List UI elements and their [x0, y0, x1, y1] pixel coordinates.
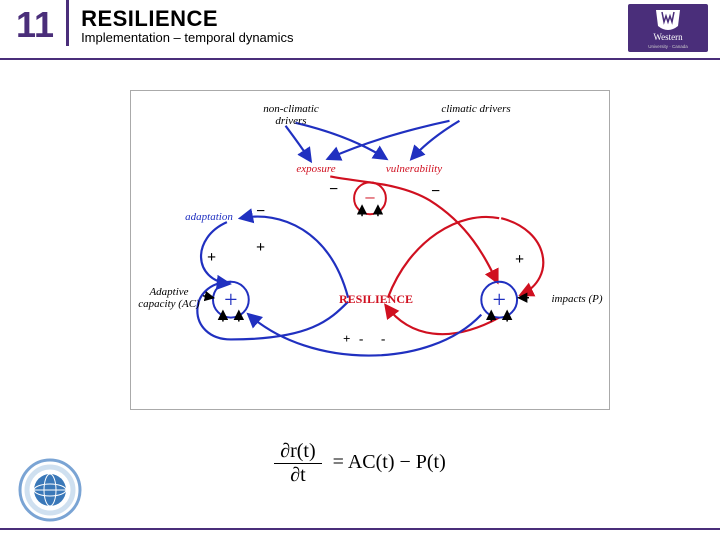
logo-text: Western [653, 32, 683, 42]
sign: - [359, 331, 363, 347]
label-impacts: impacts (P) [537, 293, 617, 305]
logo-subtext: University · Canada [648, 44, 688, 49]
header-underline [0, 58, 720, 60]
sign: + [343, 331, 350, 347]
svg-text:+: + [224, 288, 237, 314]
equation: ∂r(t) ∂t = AC(t) − P(t) [0, 440, 720, 487]
sign: - [381, 331, 385, 347]
label-adaptive-capacity: Adaptivecapacity (AC) [129, 286, 209, 310]
sign: − [256, 203, 265, 221]
sign: + [515, 251, 524, 269]
resilience-diagram: − + + non-climaticdrivers climatic drive… [130, 90, 610, 410]
sign: − [329, 181, 338, 199]
western-logo: Western University · Canada [628, 4, 708, 52]
equation-denominator: ∂t [274, 464, 321, 487]
footer-line [0, 528, 720, 530]
label-exposure: exposure [281, 163, 351, 175]
slide-header: 11 RESILIENCE Implementation – temporal … [0, 0, 720, 60]
globe-badge-logo [18, 458, 82, 522]
label-vulnerability: vulnerability [369, 163, 459, 175]
svg-text:+: + [492, 288, 505, 314]
page-title: RESILIENCE [81, 6, 293, 32]
sign: + [207, 249, 216, 267]
label-resilience: RESILIENCE [331, 293, 421, 306]
slide-number: 11 [0, 0, 69, 46]
page-subtitle: Implementation – temporal dynamics [81, 30, 293, 45]
title-block: RESILIENCE Implementation – temporal dyn… [69, 0, 293, 45]
equation-numerator: ∂r(t) [274, 440, 321, 464]
sign: + [256, 239, 265, 257]
equation-rhs: = AC(t) − P(t) [333, 451, 446, 473]
equation-fraction: ∂r(t) ∂t [274, 440, 321, 487]
label-climatic: climatic drivers [421, 103, 531, 115]
label-adaptation: adaptation [169, 211, 249, 223]
label-non-climatic: non-climaticdrivers [246, 103, 336, 127]
sign: − [431, 183, 440, 201]
svg-text:−: − [364, 187, 375, 209]
diagram-svg: − + + [131, 91, 609, 409]
